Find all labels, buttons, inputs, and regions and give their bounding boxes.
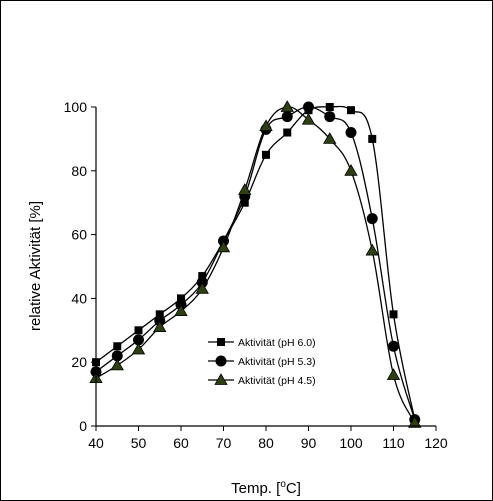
- data-point-circle: [303, 101, 314, 113]
- legend-label: Aktivität (pH 4.5): [238, 375, 316, 387]
- data-point-triangle: [131, 342, 146, 355]
- data-point-triangle: [323, 132, 337, 144]
- x-axis-title-tail: C]: [286, 480, 301, 497]
- x-tick-label: 80: [258, 435, 274, 451]
- data-point-square: [389, 310, 398, 319]
- series-line: [95, 106, 416, 424]
- data-point-triangle: [386, 368, 401, 380]
- legend: Aktivität (pH 6.0) Aktivität (pH 5.3) Akti…: [208, 337, 316, 387]
- ticks-layer: 40 50 60 70 80 90 100 110 120 0 20 40 60 80 100: [64, 99, 448, 451]
- data-point-circle: [388, 340, 399, 352]
- data-point-square: [113, 342, 122, 351]
- data-point-triangle: [408, 416, 422, 428]
- data-point-square: [134, 326, 143, 335]
- data-point-square: [347, 106, 355, 115]
- y-tick-label: 20: [71, 354, 87, 370]
- data-point-square: [283, 128, 292, 137]
- data-point-triangle: [153, 320, 167, 333]
- legend-label: Aktivität (pH 5.3): [238, 356, 316, 368]
- x-axis-title-main: Temp. [: [231, 480, 281, 497]
- data-point-square: [262, 150, 270, 159]
- series-layer: [89, 100, 422, 428]
- data-point-circle: [111, 350, 123, 362]
- y-tick-label: 80: [71, 163, 87, 179]
- data-point-square: [368, 134, 377, 143]
- data-point-triangle: [174, 304, 188, 317]
- x-axis-title-sup: o: [280, 479, 286, 490]
- x-tick-label: 40: [88, 435, 104, 451]
- data-point-triangle: [301, 112, 316, 125]
- x-tick-label: 120: [424, 435, 448, 451]
- data-point-triangle: [280, 100, 294, 112]
- x-tick-label: 70: [216, 435, 232, 451]
- data-point-circle: [133, 334, 144, 346]
- y-axis-title: relative Aktivität [%]: [27, 201, 44, 331]
- data-point-triangle: [195, 282, 209, 294]
- data-point-circle: [281, 111, 293, 123]
- legend-marker-square: [217, 338, 225, 346]
- x-tick-label: 100: [339, 435, 363, 451]
- y-tick-label: 100: [64, 99, 88, 115]
- x-axis-title: Temp. [oC]: [231, 479, 301, 497]
- data-point-square: [325, 103, 334, 111]
- y-tick-label: 0: [79, 418, 87, 434]
- x-tick-label: 110: [382, 435, 405, 451]
- x-tick-label: 50: [131, 435, 147, 451]
- x-tick-label: 60: [173, 435, 189, 451]
- data-point-triangle: [344, 163, 358, 176]
- data-point-circle: [324, 111, 336, 123]
- data-point-square: [240, 198, 249, 207]
- data-point-triangle: [110, 358, 124, 371]
- data-point-circle: [345, 127, 357, 139]
- data-point-triangle: [365, 243, 379, 256]
- legend-marker-circle: [215, 355, 227, 367]
- data-point-square: [177, 294, 185, 303]
- y-tick-label: 40: [71, 290, 87, 306]
- data-point-triangle: [259, 119, 273, 132]
- x-tick-label: 90: [301, 435, 317, 451]
- data-point-triangle: [216, 240, 231, 253]
- legend-marker-triangle: [214, 373, 228, 385]
- data-point-square: [155, 310, 164, 319]
- legend-label: Aktivität (pH 6.0): [238, 337, 316, 349]
- data-point-circle: [366, 213, 378, 225]
- y-tick-label: 60: [71, 227, 87, 243]
- data-point-square: [198, 272, 207, 281]
- data-point-triangle: [238, 183, 252, 195]
